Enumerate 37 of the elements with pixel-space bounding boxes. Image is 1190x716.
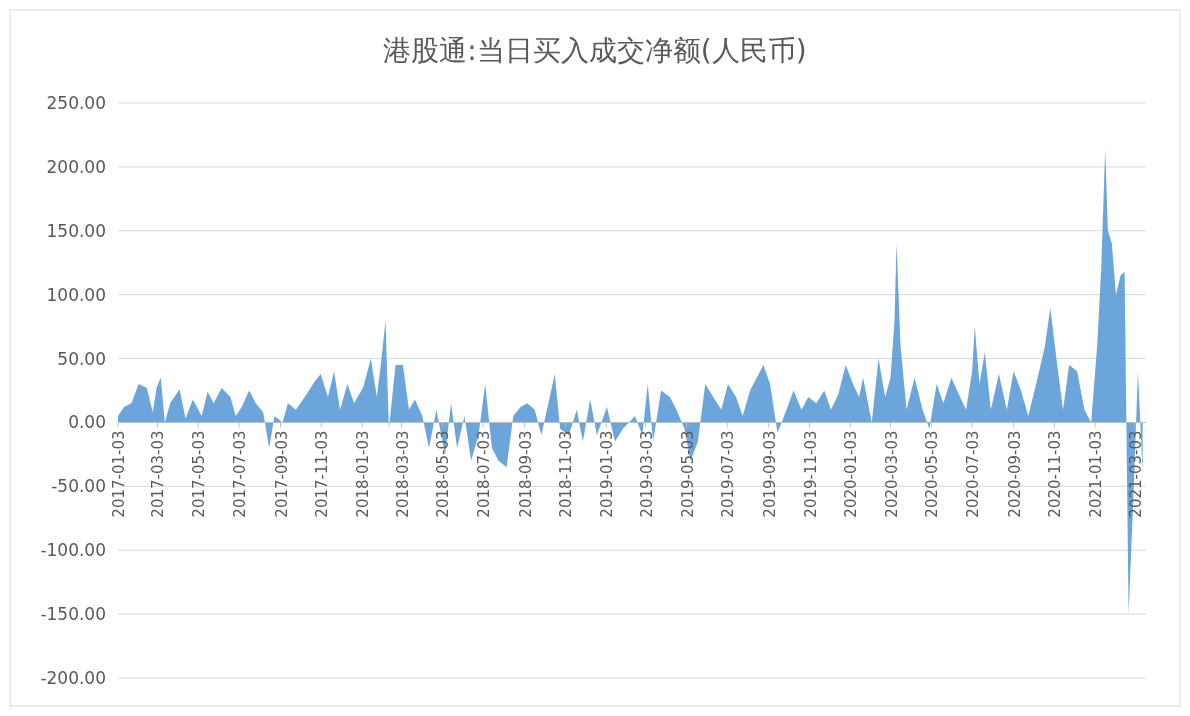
- x-tick-label: 2018-01-03: [354, 430, 373, 518]
- x-tick-label: 2021-01-03: [1087, 430, 1106, 518]
- y-tick-label: 0.00: [68, 412, 106, 433]
- x-tick-label: 2019-07-03: [719, 430, 738, 518]
- y-tick-label: -150.00: [40, 604, 106, 625]
- y-tick-label: 250.00: [46, 93, 106, 113]
- x-tick-label: 2019-11-03: [801, 430, 820, 518]
- y-tick-label: 150.00: [46, 220, 106, 241]
- x-tick-label: 2020-05-03: [923, 430, 942, 518]
- x-tick-label: 2017-09-03: [272, 430, 291, 518]
- x-tick-label: 2017-03-03: [149, 430, 168, 518]
- chart-title: 港股通:当日买入成交净额(人民币): [383, 34, 807, 67]
- x-tick-label: 2020-11-03: [1046, 430, 1065, 518]
- x-tick-label: 2019-05-03: [678, 430, 697, 518]
- y-tick-label: 100.00: [46, 284, 106, 305]
- y-tick-label: 50.00: [57, 348, 106, 369]
- x-tick-label: 2018-07-03: [475, 430, 494, 518]
- x-tick-label: 2020-09-03: [1005, 430, 1024, 518]
- y-tick-label: -50.00: [51, 476, 106, 497]
- x-tick-label: 2019-09-03: [760, 430, 779, 518]
- x-tick-label: 2018-05-03: [434, 430, 453, 518]
- x-tick-label: 2017-11-03: [313, 430, 332, 518]
- x-tick-label: 2017-05-03: [190, 430, 209, 518]
- x-tick-label: 2017-01-03: [110, 430, 128, 518]
- x-tick-label: 2018-11-03: [557, 430, 576, 518]
- y-tick-label: -100.00: [40, 540, 106, 561]
- x-tick-label: 2020-03-03: [882, 430, 901, 518]
- y-tick-label: -200.00: [40, 668, 106, 688]
- x-tick-label: 2021-03-03: [1126, 430, 1145, 518]
- x-tick-label: 2020-01-03: [842, 430, 861, 518]
- x-tick-label: 2019-03-03: [637, 430, 656, 518]
- x-tick-label: 2020-07-03: [964, 430, 983, 518]
- x-tick-label: 2018-03-03: [393, 430, 412, 518]
- x-tick-label: 2018-09-03: [516, 430, 535, 518]
- y-tick-label: 200.00: [46, 156, 106, 177]
- x-tick-label: 2019-01-03: [598, 430, 617, 518]
- x-tick-label: 2017-07-03: [231, 430, 250, 518]
